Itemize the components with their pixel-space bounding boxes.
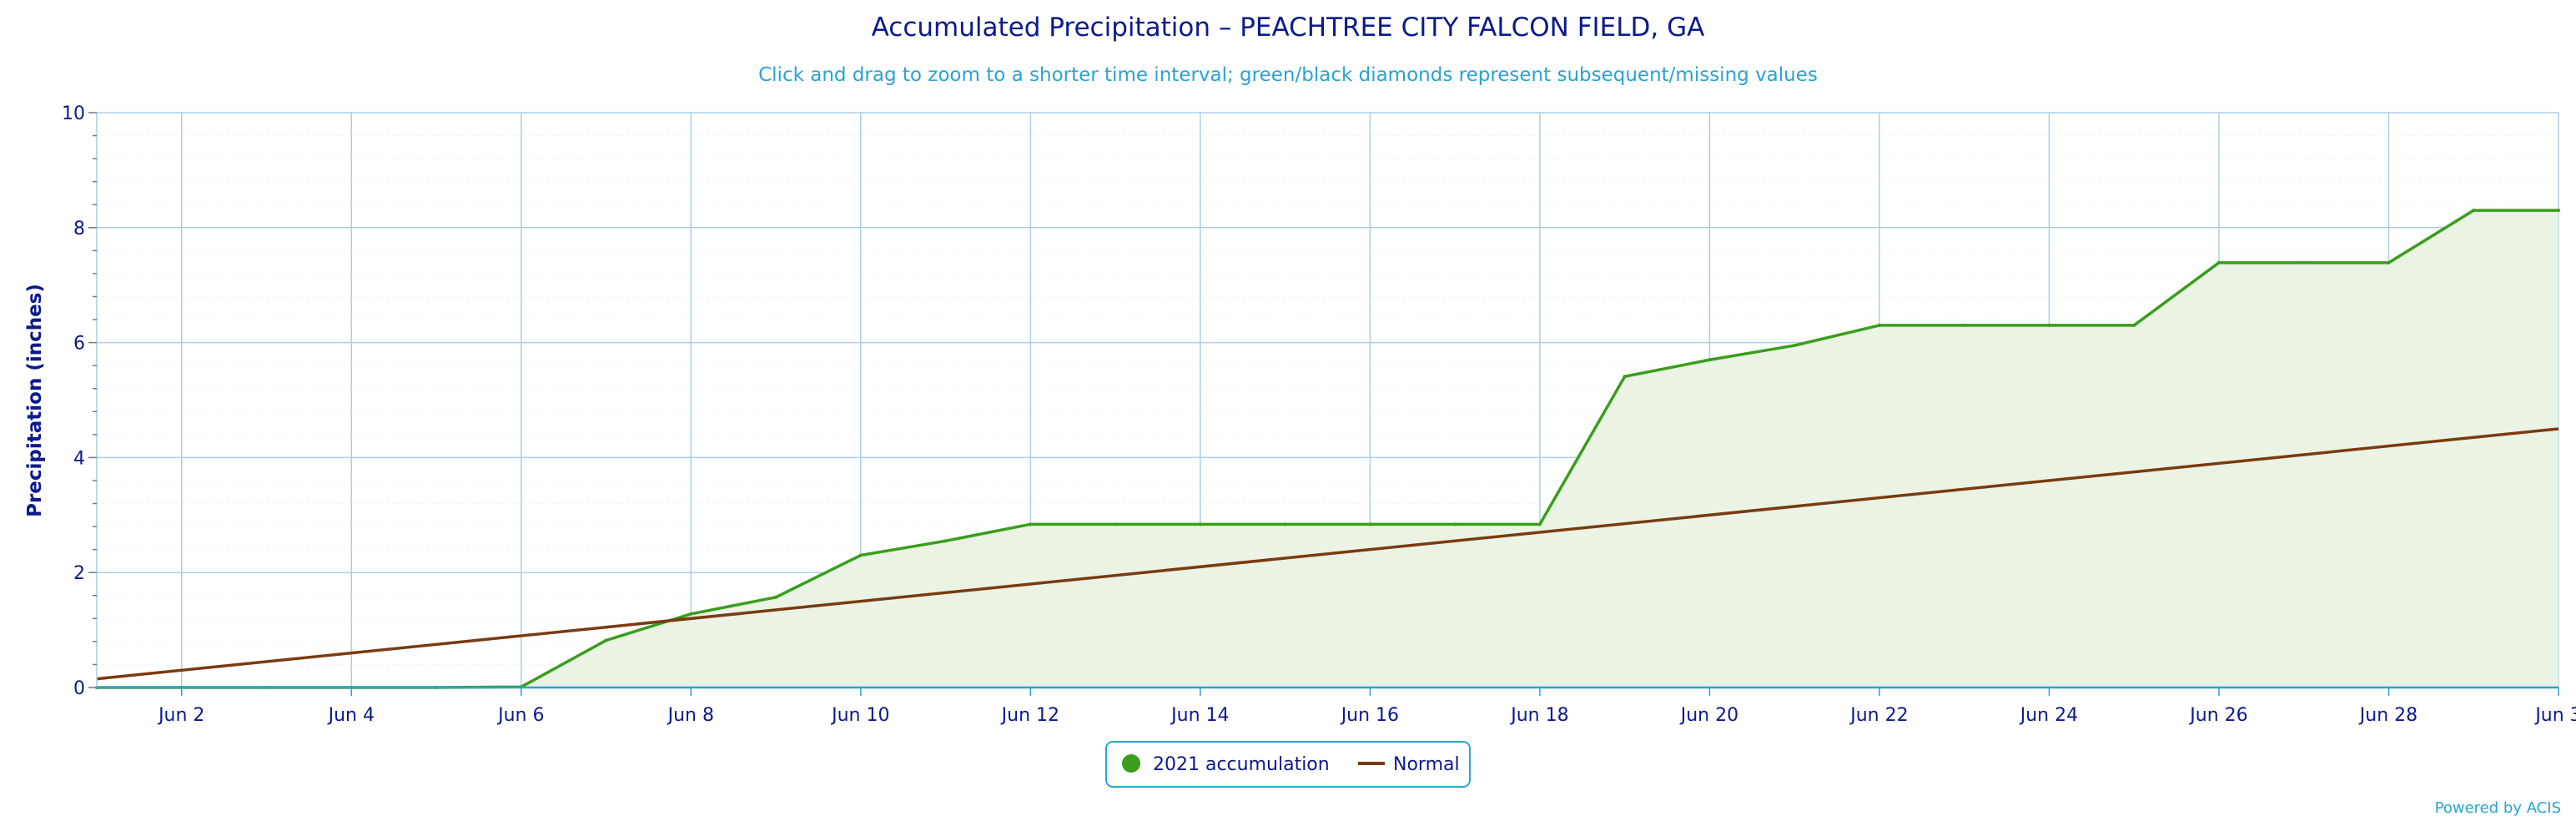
axes (96, 113, 2558, 689)
x-tick-label: Jun 2 (157, 705, 204, 726)
accumulation-point[interactable] (1793, 344, 1797, 348)
accumulation-point[interactable] (1877, 323, 1881, 327)
accumulation-point[interactable] (1029, 522, 1033, 526)
powered-by-acis-link[interactable]: Powered by ACIS (2435, 799, 2561, 817)
accumulation-point[interactable] (2302, 260, 2306, 264)
accumulation-point[interactable] (2387, 260, 2391, 264)
y-tick-label: 0 (73, 678, 85, 699)
y-tick-label: 8 (73, 219, 85, 239)
chart-subtitle: Click and drag to zoom to a shorter time… (758, 64, 1818, 86)
legend-label-normal: Normal (1393, 754, 1460, 775)
x-axis-ticks: Jun 2 Jun 4 Jun 6 Jun 8 Jun 10 Jun 12 Jun 14 Ju… (157, 688, 2576, 726)
accumulation-point[interactable] (1537, 522, 1542, 526)
legend-item-normal[interactable]: Normal (1358, 754, 1460, 775)
legend-item-accumulation[interactable]: 2021 accumulation (1122, 754, 1330, 775)
y-axis-ticks: 0 2 4 6 8 10 (62, 103, 97, 699)
legend-box (1105, 741, 1471, 788)
x-tick-label: Jun 28 (2358, 705, 2418, 726)
accumulation-point[interactable] (1453, 522, 1457, 526)
accumulation-point[interactable] (1283, 522, 1287, 526)
accumulation-point[interactable] (1198, 522, 1202, 526)
accumulation-point[interactable] (1962, 323, 1966, 327)
accumulation-point[interactable] (2472, 209, 2476, 213)
accumulation-point[interactable] (2047, 323, 2051, 327)
accumulation-point[interactable] (604, 638, 608, 642)
y-tick-label: 10 (62, 103, 85, 124)
accumulation-point[interactable] (689, 612, 693, 616)
x-tick-label: Jun 14 (1170, 705, 1229, 726)
accumulation-point[interactable] (2216, 260, 2221, 264)
x-tick-label: Jun 8 (667, 705, 714, 726)
x-tick-label: Jun 10 (830, 705, 889, 726)
accumulation-area (97, 210, 2558, 688)
x-tick-label: Jun 24 (2019, 705, 2078, 726)
x-tick-label: Jun 12 (1000, 705, 1059, 726)
x-tick-label: Jun 6 (496, 705, 544, 726)
accumulation-point[interactable] (2132, 323, 2136, 327)
legend-marker-accumulation (1122, 754, 1140, 773)
x-tick-label: Jun 16 (1340, 705, 1399, 726)
legend[interactable]: 2021 accumulation Normal (1105, 741, 1471, 788)
y-axis-label: Precipitation (inches) (24, 284, 46, 517)
chart-title: Accumulated Precipitation – PEACHTREE CI… (872, 13, 1705, 43)
y-tick-label: 6 (73, 334, 85, 355)
y-tick-label: 2 (73, 563, 85, 584)
x-tick-label: Jun 26 (2188, 705, 2247, 726)
y-tick-label: 4 (73, 448, 85, 469)
x-tick-label: Jun 4 (327, 705, 375, 726)
legend-label-accumulation: 2021 accumulation (1153, 754, 1330, 775)
accumulation-point[interactable] (1114, 522, 1118, 526)
accumulation-point[interactable] (774, 595, 778, 599)
x-tick-label: Jun 3 (2533, 705, 2576, 726)
accumulation-point[interactable] (943, 539, 948, 543)
normal-line[interactable] (96, 427, 2559, 681)
accumulation-point[interactable] (1368, 522, 1372, 526)
accumulation-point[interactable] (858, 553, 863, 557)
accumulation-point[interactable] (2557, 209, 2560, 213)
accumulation-point[interactable] (1708, 358, 1712, 362)
x-tick-label: Jun 20 (1679, 705, 1738, 726)
accumulation-point[interactable] (1623, 375, 1627, 379)
x-tick-label: Jun 18 (1509, 705, 1568, 726)
x-tick-label: Jun 22 (1849, 705, 1908, 726)
